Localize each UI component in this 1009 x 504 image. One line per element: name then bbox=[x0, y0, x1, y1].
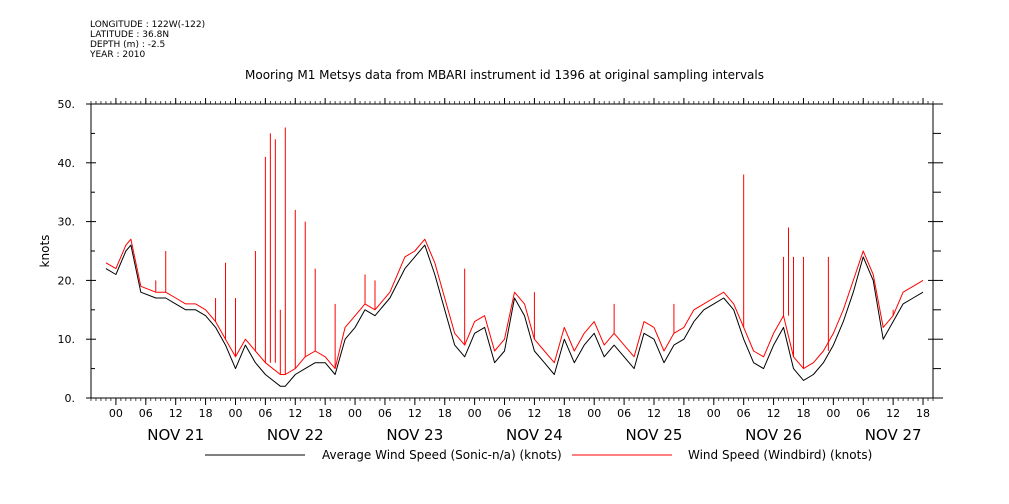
latitude-label: LATITUDE : 36.8N bbox=[90, 30, 170, 40]
year-label: YEAR : 2010 bbox=[90, 50, 146, 60]
x-tick-label: 12 bbox=[527, 407, 541, 420]
x-day-label: NOV 21 bbox=[147, 426, 204, 444]
x-tick-label: 06 bbox=[258, 407, 272, 420]
x-day-label: NOV 23 bbox=[386, 426, 443, 444]
x-tick-label: 18 bbox=[199, 407, 213, 420]
y-tick-label: 40. bbox=[58, 157, 76, 170]
x-tick-label: 06 bbox=[617, 407, 631, 420]
series-line-sonic bbox=[105, 244, 924, 387]
y-tick-label: 10. bbox=[58, 333, 76, 346]
x-tick-label: 00 bbox=[109, 407, 123, 420]
mooring-metadata: LONGITUDE : 122W(-122) LATITUDE : 36.8N … bbox=[90, 20, 205, 60]
x-tick-label: 06 bbox=[139, 407, 153, 420]
x-tick-label: 12 bbox=[408, 407, 422, 420]
x-tick-label: 00 bbox=[468, 407, 482, 420]
x-tick-label: 18 bbox=[796, 407, 810, 420]
x-tick-label: 00 bbox=[826, 407, 840, 420]
x-tick-label: 00 bbox=[228, 407, 242, 420]
x-day-label: NOV 27 bbox=[865, 426, 922, 444]
y-tick-label: 50. bbox=[58, 98, 76, 111]
x-tick-label: 18 bbox=[318, 407, 332, 420]
y-axis-label: knots bbox=[38, 235, 52, 268]
y-tick-label: 20. bbox=[58, 274, 76, 287]
depth-label: DEPTH (m) : -2.5 bbox=[90, 40, 166, 50]
x-tick-label: 12 bbox=[886, 407, 900, 420]
legend-label-windbird: Wind Speed (Windbird) (knots) bbox=[688, 448, 872, 462]
x-tick-label: 18 bbox=[557, 407, 571, 420]
plot-frame bbox=[90, 103, 934, 399]
chart-title: Mooring M1 Metsys data from MBARI instru… bbox=[245, 68, 764, 82]
x-tick-label: 06 bbox=[498, 407, 512, 420]
y-tick-label: 30. bbox=[58, 216, 76, 229]
x-tick-label: 12 bbox=[647, 407, 661, 420]
x-day-label: NOV 25 bbox=[626, 426, 683, 444]
longitude-label: LONGITUDE : 122W(-122) bbox=[90, 20, 206, 30]
x-tick-label: 00 bbox=[707, 407, 721, 420]
x-tick-label: 18 bbox=[916, 407, 930, 420]
x-tick-label: 00 bbox=[348, 407, 362, 420]
series-line-windbird bbox=[105, 238, 924, 375]
y-tick-label: 0. bbox=[65, 392, 76, 405]
x-tick-label: 06 bbox=[737, 407, 751, 420]
x-tick-label: 12 bbox=[767, 407, 781, 420]
x-tick-label: 06 bbox=[378, 407, 392, 420]
x-tick-label: 12 bbox=[169, 407, 183, 420]
x-tick-label: 06 bbox=[856, 407, 870, 420]
x-tick-label: 18 bbox=[438, 407, 452, 420]
x-tick-label: 18 bbox=[677, 407, 691, 420]
x-tick-label: 12 bbox=[288, 407, 302, 420]
x-tick-label: 00 bbox=[587, 407, 601, 420]
x-day-label: NOV 26 bbox=[745, 426, 802, 444]
legend-label-sonic: Average Wind Speed (Sonic-n/a) (knots) bbox=[322, 448, 562, 462]
x-day-label: NOV 22 bbox=[267, 426, 324, 444]
x-day-label: NOV 24 bbox=[506, 426, 563, 444]
